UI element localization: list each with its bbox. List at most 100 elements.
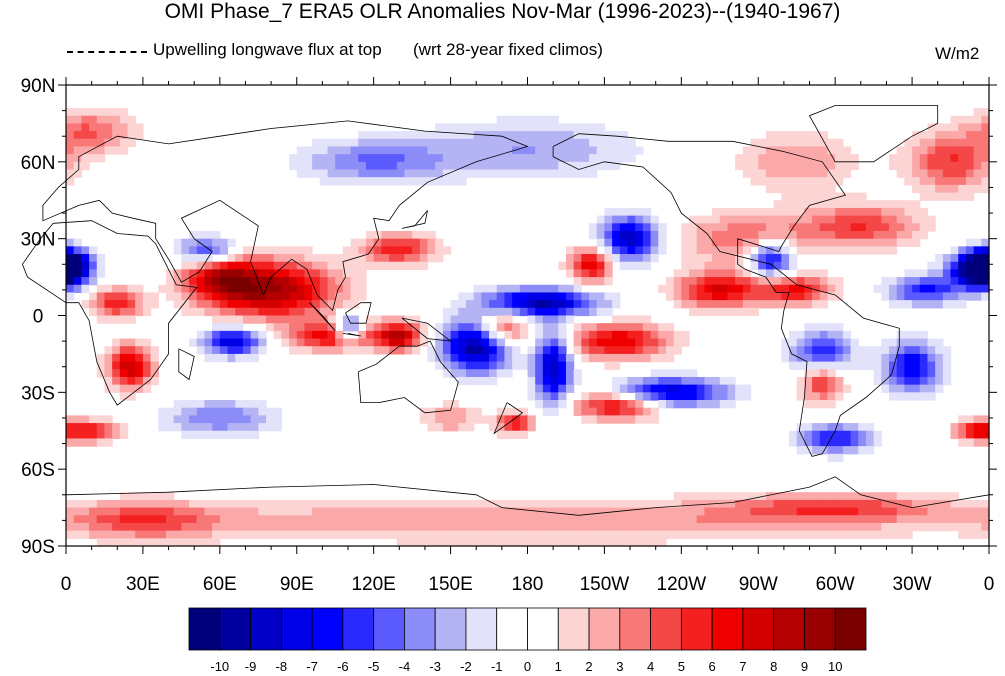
colorbar-label: 2 bbox=[585, 659, 592, 674]
anomaly-cell bbox=[742, 284, 752, 294]
anomaly-cell bbox=[619, 538, 629, 547]
anomaly-cell bbox=[604, 215, 613, 224]
anomaly-cell bbox=[289, 261, 298, 270]
anomaly-cell bbox=[135, 507, 144, 516]
anomaly-cell bbox=[619, 515, 629, 524]
anomaly-cell bbox=[127, 346, 136, 355]
anomaly-cell bbox=[789, 192, 798, 201]
anomaly-cell bbox=[473, 499, 482, 509]
anomaly-cell bbox=[681, 238, 690, 247]
anomaly-cell bbox=[942, 146, 952, 155]
anomaly-cell bbox=[981, 154, 990, 163]
anomaly-cell bbox=[850, 353, 859, 363]
anomaly-cell bbox=[581, 138, 590, 148]
anomaly-cell bbox=[127, 315, 136, 324]
colorbar-swatch bbox=[619, 607, 651, 651]
anomaly-cell bbox=[565, 169, 575, 178]
colorbar-swatch bbox=[834, 607, 867, 651]
anomaly-cell bbox=[773, 522, 782, 532]
anomaly-cell bbox=[381, 161, 390, 171]
anomaly-cell bbox=[227, 315, 236, 324]
anomaly-cell bbox=[635, 330, 644, 340]
anomaly-cell bbox=[635, 530, 644, 539]
anomaly-cell bbox=[827, 338, 836, 347]
anomaly-cell bbox=[827, 200, 836, 209]
anomaly-cell bbox=[719, 392, 729, 401]
anomaly-cell bbox=[696, 223, 706, 232]
anomaly-cell bbox=[589, 415, 598, 424]
anomaly-cell bbox=[265, 415, 275, 424]
anomaly-cell bbox=[450, 499, 459, 509]
anomaly-cell bbox=[827, 246, 836, 255]
anomaly-cell bbox=[427, 515, 436, 524]
anomaly-cell bbox=[896, 353, 905, 363]
anomaly-cell bbox=[435, 138, 444, 148]
anomaly-cell bbox=[581, 154, 590, 163]
anomaly-cell bbox=[927, 146, 936, 155]
anomaly-cell bbox=[819, 346, 829, 355]
anomaly-cell bbox=[73, 499, 82, 509]
anomaly-cell bbox=[519, 307, 529, 317]
anomaly-cell bbox=[596, 146, 606, 155]
anomaly-cell bbox=[942, 177, 952, 186]
anomaly-cell bbox=[604, 346, 613, 355]
anomaly-cell bbox=[750, 169, 759, 178]
anomaly-cell bbox=[881, 353, 890, 363]
anomaly-cell bbox=[758, 154, 767, 163]
anomaly-cell bbox=[365, 261, 375, 270]
anomaly-cell bbox=[96, 115, 106, 125]
anomaly-cell bbox=[296, 300, 306, 309]
anomaly-cell bbox=[427, 138, 436, 148]
colorbar-label: -3 bbox=[429, 659, 441, 674]
anomaly-cell bbox=[889, 507, 898, 516]
anomaly-cell bbox=[358, 131, 367, 140]
anomaly-cell bbox=[796, 492, 805, 501]
anomaly-cell bbox=[173, 269, 182, 278]
anomaly-cell bbox=[935, 146, 944, 155]
anomaly-cell bbox=[350, 300, 359, 309]
anomaly-cell bbox=[73, 115, 82, 125]
colorbar-label: -9 bbox=[245, 659, 257, 674]
anomaly-cell bbox=[565, 361, 575, 370]
anomaly-cell bbox=[773, 261, 782, 270]
anomaly-cell bbox=[258, 415, 267, 424]
anomaly-cell bbox=[396, 138, 406, 148]
anomaly-cell bbox=[181, 400, 190, 409]
anomaly-cell bbox=[81, 254, 90, 263]
anomaly-cell bbox=[812, 246, 821, 255]
anomaly-cell bbox=[212, 330, 221, 340]
anomaly-cell bbox=[804, 423, 813, 432]
anomaly-cell bbox=[935, 138, 944, 148]
anomaly-cell bbox=[212, 407, 221, 416]
anomaly-cell bbox=[296, 499, 306, 509]
anomaly-cell bbox=[550, 353, 559, 363]
anomaly-cell bbox=[135, 384, 144, 393]
anomaly-cell bbox=[473, 131, 482, 140]
anomaly-cell bbox=[750, 300, 759, 309]
anomaly-cell bbox=[673, 376, 682, 386]
anomaly-cell bbox=[612, 338, 621, 347]
anomaly-cell bbox=[458, 146, 467, 155]
anomaly-cell bbox=[435, 246, 444, 255]
anomaly-cell bbox=[812, 169, 821, 178]
anomaly-cell bbox=[250, 499, 259, 509]
anomaly-cell bbox=[389, 522, 398, 532]
anomaly-cell bbox=[504, 323, 513, 332]
anomaly-cell bbox=[619, 131, 629, 140]
anomaly-cell bbox=[327, 138, 336, 148]
anomaly-cell bbox=[619, 230, 629, 240]
anomaly-cell bbox=[542, 115, 552, 125]
anomaly-cell bbox=[642, 346, 652, 355]
anomaly-cell bbox=[912, 131, 921, 140]
anomaly-cell bbox=[658, 346, 667, 355]
anomaly-cell bbox=[942, 192, 952, 201]
anomaly-cell bbox=[658, 392, 667, 401]
anomaly-cell bbox=[350, 261, 359, 270]
anomaly-cell bbox=[835, 376, 844, 386]
anomaly-cell bbox=[542, 376, 552, 386]
anomaly-cell bbox=[204, 330, 213, 340]
anomaly-cell bbox=[935, 177, 944, 186]
anomaly-cell bbox=[889, 530, 898, 539]
anomaly-cell bbox=[519, 538, 529, 547]
anomaly-cell bbox=[858, 522, 867, 532]
